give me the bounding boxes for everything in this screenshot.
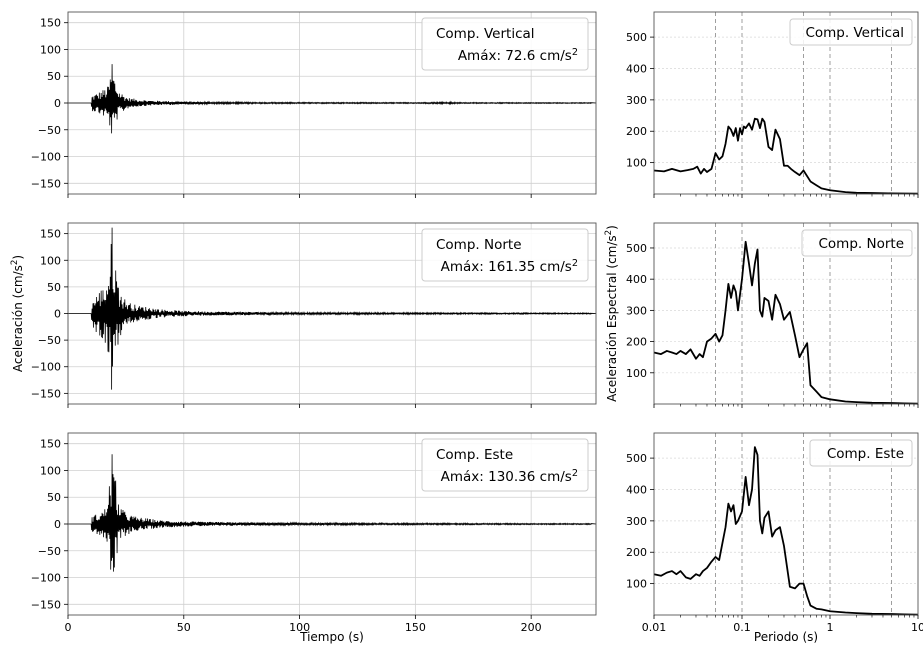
y-tick-label: 300 xyxy=(626,515,647,528)
legend-peak-value-main: Amáx: 130.36 cm/s xyxy=(441,469,572,485)
legend: Comp. Norte Amáx: 161.35 cm/s2 xyxy=(421,228,589,282)
y-tick-label: −150 xyxy=(31,387,61,400)
legend-peak-value-superscript: 2 xyxy=(572,258,578,269)
legend-peak-value-superscript: 2 xyxy=(572,47,578,58)
signal-trace xyxy=(68,454,597,572)
spectrum-vertical: 100 200 300 400 500 Comp. Vertical xyxy=(626,11,919,198)
legend-peak-value-superscript: 2 xyxy=(572,468,578,479)
legend-peak-value: Amáx: 72.6 cm/s2 xyxy=(458,47,578,64)
legend-peak-value: Amáx: 161.35 cm/s2 xyxy=(441,258,578,275)
legend-title: Comp. Norte xyxy=(436,237,522,253)
legend-box xyxy=(809,439,913,467)
y-tick-label: 0 xyxy=(54,308,61,321)
spectrum-este: 100 200 300 400 500 0.01 0.1 1 10 Comp. Este Perio… xyxy=(626,432,923,644)
x-tick-label: 50 xyxy=(177,621,191,634)
legend: Comp. Norte xyxy=(801,229,913,257)
legend-box xyxy=(421,438,589,492)
y-tick-label: −100 xyxy=(31,151,61,164)
accelerogram-este: 150 100 50 0 −50 −100 −150 0 50 100 150 200 Comp. Es… xyxy=(31,432,597,644)
y-tick-label: 300 xyxy=(626,94,647,107)
y-axis-label-superscript: 2 xyxy=(10,260,20,266)
y-tick-label: 400 xyxy=(626,273,647,286)
y-tick-label: 200 xyxy=(626,336,647,349)
x-tick-label: 200 xyxy=(521,621,542,634)
x-tick-label: 1 xyxy=(827,621,834,634)
axes-frame xyxy=(653,222,919,405)
y-tick-label: 400 xyxy=(626,483,647,496)
spectrum-curve xyxy=(653,446,919,616)
legend-peak-value-main: Amáx: 161.35 cm/s xyxy=(441,259,572,275)
spectrum-curve xyxy=(653,117,919,195)
y-axis-label-main: Aceleración (cm/s xyxy=(11,265,25,372)
legend: Comp. Vertical Amáx: 72.6 cm/s2 xyxy=(421,17,589,71)
y-axis-label-tail: ) xyxy=(605,225,619,230)
x-tick-label: 0 xyxy=(65,621,72,634)
y-tick-label: 50 xyxy=(47,281,61,294)
legend: Comp. Este xyxy=(809,439,913,467)
y-axis-label-tail: ) xyxy=(11,255,25,260)
y-tick-label: −150 xyxy=(31,598,61,611)
y-axis-label: Aceleración Espectral (cm/s2) xyxy=(604,225,619,402)
legend-title: Comp. Vertical xyxy=(436,26,535,42)
y-tick-label: 500 xyxy=(626,242,647,255)
y-axis-label: Aceleración (cm/s2) xyxy=(10,255,25,372)
y-axis-label-main: Aceleración Espectral (cm/s xyxy=(605,235,619,402)
y-tick-label: 0 xyxy=(54,97,61,110)
y-tick-label: 150 xyxy=(40,228,61,241)
x-tick-label: 100 xyxy=(289,621,310,634)
y-tick-label: 500 xyxy=(626,31,647,44)
y-tick-label: 0 xyxy=(54,518,61,531)
spectrum-norte: 100 200 300 400 500 Comp. Norte Aceleración Es… xyxy=(604,222,919,408)
y-tick-label: 200 xyxy=(626,125,647,138)
y-axis-label-superscript: 2 xyxy=(604,230,614,236)
legend-title: Comp. Este xyxy=(827,446,904,462)
legend-box xyxy=(421,17,589,71)
x-axis-label: Periodo (s) xyxy=(754,630,818,644)
x-tick-label: 0.01 xyxy=(642,621,667,634)
spectrum-curve xyxy=(653,240,919,405)
signal-trace xyxy=(68,64,597,134)
legend-box xyxy=(801,229,913,257)
y-tick-label: −50 xyxy=(38,334,61,347)
x-tick-label: 150 xyxy=(405,621,426,634)
axes-frame xyxy=(653,11,919,195)
y-tick-label: 100 xyxy=(626,157,647,170)
y-tick-label: −150 xyxy=(31,177,61,190)
y-tick-label: 100 xyxy=(626,578,647,591)
x-axis-label: Tiempo (s) xyxy=(299,630,364,644)
y-tick-label: 150 xyxy=(40,438,61,451)
y-tick-label: 400 xyxy=(626,62,647,75)
y-tick-label: −100 xyxy=(31,361,61,374)
legend-title: Comp. Este xyxy=(436,447,513,463)
accelerogram-norte: 150 100 50 0 −50 −100 −150 Comp. Norte Amáx: 161… xyxy=(10,222,597,408)
accelerogram-vertical: 150 100 50 0 −50 −100 −150 Comp. Vertical Amáx: … xyxy=(31,11,597,198)
x-tick-label: 0.1 xyxy=(733,621,751,634)
x-tick-label: 10 xyxy=(911,621,923,634)
y-tick-label: 100 xyxy=(40,43,61,56)
legend-box xyxy=(421,228,589,282)
legend: Comp. Vertical xyxy=(789,18,913,46)
y-tick-label: 100 xyxy=(626,367,647,380)
legend: Comp. Este Amáx: 130.36 cm/s2 xyxy=(421,438,589,492)
y-tick-label: 100 xyxy=(40,254,61,267)
y-tick-label: 50 xyxy=(47,491,61,504)
y-tick-label: −50 xyxy=(38,545,61,558)
y-tick-label: −100 xyxy=(31,572,61,585)
legend-box xyxy=(789,18,913,46)
axes-frame xyxy=(653,432,919,616)
legend-title: Comp. Vertical xyxy=(805,25,904,41)
signal-trace xyxy=(68,227,597,390)
y-tick-label: 300 xyxy=(626,304,647,317)
legend-title: Comp. Norte xyxy=(819,236,905,252)
y-tick-label: 100 xyxy=(40,464,61,477)
legend-peak-value: Amáx: 130.36 cm/s2 xyxy=(441,468,578,485)
y-tick-label: 200 xyxy=(626,546,647,559)
y-tick-label: 500 xyxy=(626,452,647,465)
y-tick-label: −50 xyxy=(38,124,61,137)
legend-peak-value-main: Amáx: 72.6 cm/s xyxy=(458,48,572,64)
y-tick-label: 50 xyxy=(47,70,61,83)
y-tick-label: 150 xyxy=(40,17,61,30)
